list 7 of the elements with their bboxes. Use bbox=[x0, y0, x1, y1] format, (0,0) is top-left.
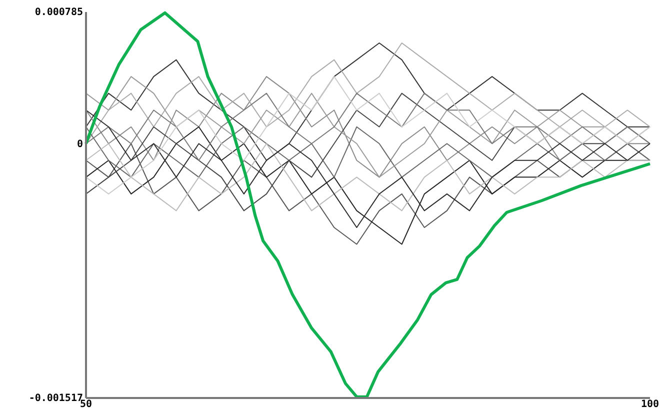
y-tick-label: 0.000785 bbox=[34, 7, 83, 18]
y-tick-label: 0 bbox=[76, 138, 83, 150]
line-series bbox=[86, 143, 650, 212]
x-tick-label: 50 bbox=[80, 399, 92, 410]
line-series bbox=[84, 11, 652, 398]
x-tick-label: 100 bbox=[640, 399, 660, 410]
line-series bbox=[86, 126, 650, 178]
